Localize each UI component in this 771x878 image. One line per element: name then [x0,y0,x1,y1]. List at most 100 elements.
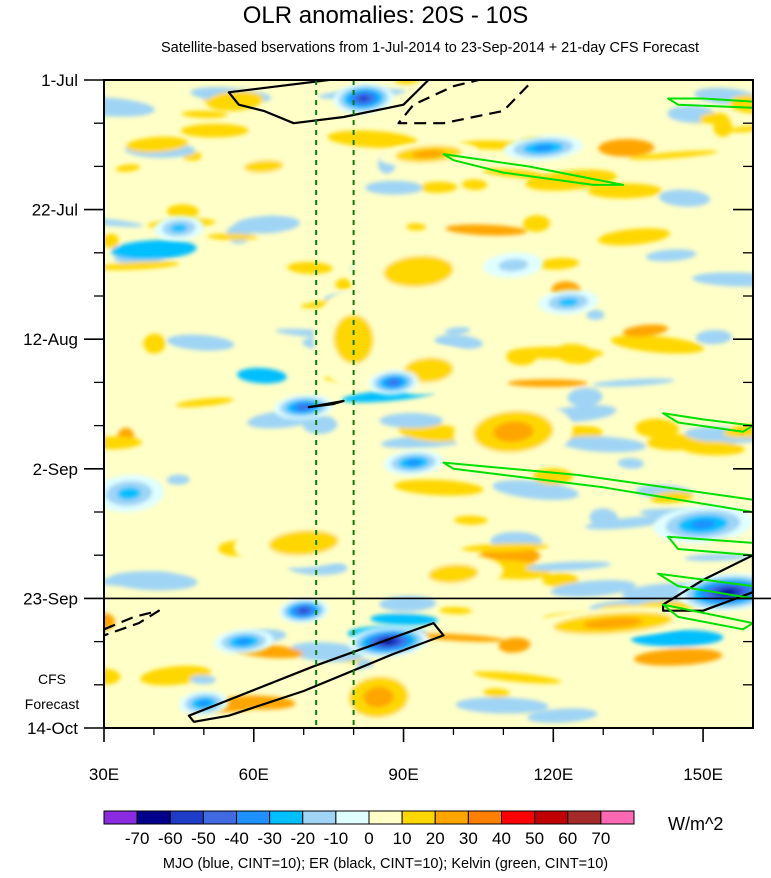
anomaly-patch [445,224,528,236]
anomaly-patch [461,179,488,190]
colorbar-label: -20 [290,829,315,848]
colorbar-swatch [136,810,171,825]
anomaly-patch [104,261,180,271]
anomaly-patch [598,139,655,157]
anomaly-patch [418,181,458,193]
colorbar: -70 -60 -50 -40 -30 -20 -10 0 10 20 30 40 50 60 70 [103,810,635,848]
anomaly-patch [233,215,300,234]
colorbar-swatch [368,810,403,825]
y-tick-label: 12-Aug [23,330,78,349]
anomaly-patch [699,112,729,124]
y-tick-label: 22-Jul [32,201,78,220]
anomaly-patch [550,580,636,597]
colorbar-label: 40 [492,829,511,848]
anomaly-patch [207,233,258,241]
er-contour [397,80,535,125]
anomaly-feature [583,617,644,629]
anomaly-feature [358,95,369,102]
anomaly-patch [104,217,143,227]
anomaly-patch [181,110,228,119]
kelvin-contour [662,412,753,433]
colorbar-label: 70 [591,829,610,848]
kelvin-contour [667,97,753,109]
colorbar-label: 10 [393,829,412,848]
wave-contours [104,80,753,723]
anomaly-patch [542,572,579,588]
anomaly-patch [526,561,612,571]
anomaly-feature [117,487,141,500]
anomaly-patch [175,397,234,408]
anomaly-patch [645,249,697,262]
anomaly-patch [592,378,675,387]
anomaly-patch [692,272,753,287]
anomaly-feature [383,255,454,287]
anomaly-patch [589,508,619,528]
chart-subtitle: Satellite-based bservations from 1-Jul-2… [161,40,699,56]
anomaly-patch [126,136,189,153]
anomaly-patch [587,183,663,199]
anomaly-feature [406,459,421,466]
colorbar-label: -60 [158,829,183,848]
anomaly-feature [297,404,310,410]
anomaly-patch [684,553,751,561]
kelvin-contour [442,153,625,186]
anomaly-patch [406,223,426,231]
colorbar-swatch [236,810,271,825]
y-tick-label: 1-Jul [41,71,78,90]
kelvin-contour [662,603,753,631]
er-contour [227,80,430,125]
colorbar-swatch [534,810,569,825]
anomaly-patch [455,697,549,714]
anomaly-patch [287,261,333,274]
anomaly-feature [299,608,308,613]
anomaly-patch [492,480,579,500]
y-tick-label: 23-Sep [23,589,78,608]
anomaly-patch [115,164,141,172]
anomaly-feature [428,564,479,584]
x-tick-label: 60E [239,765,269,784]
anomaly-feature [333,314,374,364]
anomaly-patch [507,379,589,388]
anomaly-patch [111,239,197,260]
forecast-label-line-2: Forecast [24,696,80,712]
anomaly-patch [414,633,505,642]
anomaly-patch [394,479,484,496]
colorbar-swatch [169,810,204,825]
anomaly-patch [190,675,216,685]
anomaly-patch [104,97,155,117]
colorbar-label: 60 [558,829,577,848]
plot-frame [103,79,754,729]
anomaly-patch [610,335,705,354]
anomaly-feature [243,160,284,173]
colorbar-label: -50 [191,829,216,848]
colorbar-label: 0 [364,829,373,848]
x-tick-label: 90E [388,765,418,784]
colorbar-swatch [202,810,237,825]
anomaly-patch [680,441,745,456]
anomaly-patch [288,642,364,662]
anomaly-patch [695,329,732,345]
anomaly-patch [628,150,719,160]
anomaly-patch [522,215,551,232]
colorbar-label: 30 [459,829,478,848]
kelvin-contour [657,572,753,600]
anomaly-patch [508,346,604,360]
kelvin-contour [442,461,753,513]
x-tick-label: 30E [89,765,119,784]
anomaly-patch [633,648,723,666]
anomaly-patch [379,595,437,612]
anomaly-patch [365,180,423,195]
anomaly-patch [498,637,531,653]
anomaly-feature [363,686,394,708]
anomaly-patch [104,233,119,249]
anomaly-feature [498,258,529,272]
anomaly-patch [461,543,549,552]
anomaly-feature [493,421,534,443]
anomaly-patch [561,436,647,453]
anomaly-feature [690,519,716,530]
anomaly-feature [170,223,188,233]
anomaly-patch [166,204,199,219]
anomaly-patch [586,309,605,320]
anomaly-patch [237,367,287,384]
colorbar-label: -70 [125,829,150,848]
